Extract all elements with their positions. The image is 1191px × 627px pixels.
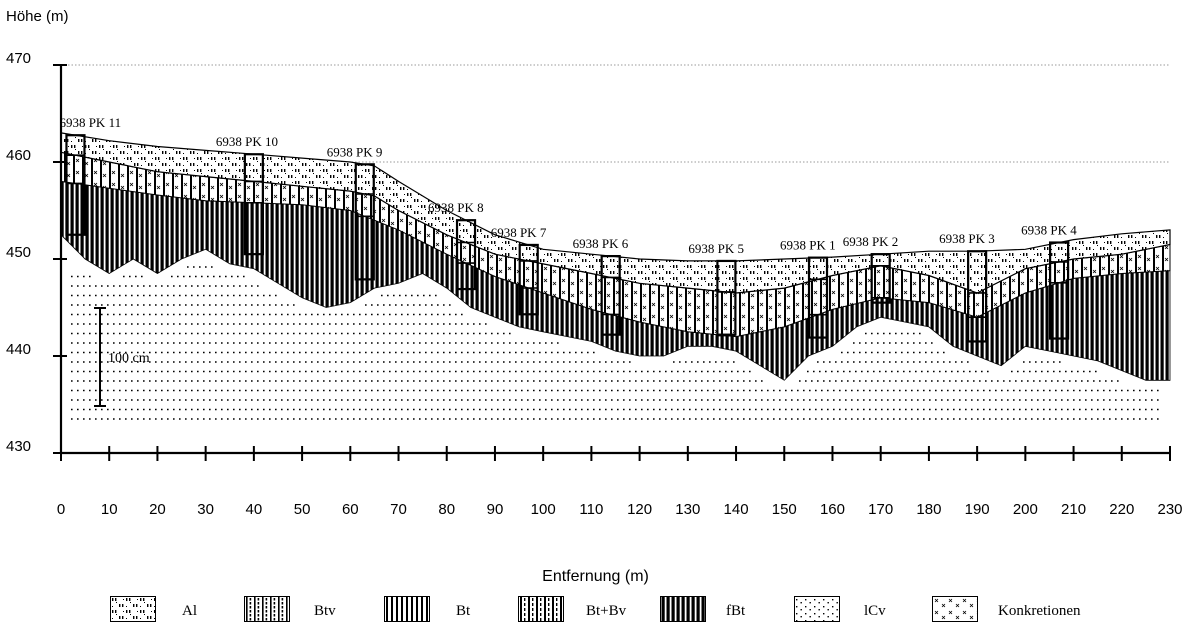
profile-box bbox=[716, 259, 737, 336]
legend-label-fbt: fBt bbox=[726, 603, 746, 619]
profile-labels: 6938 PK 11 6938 PK 10 6938 PK 9 6938 PK 8 69… bbox=[59, 115, 1077, 256]
profile-label: 6938 PK 5 bbox=[688, 241, 744, 256]
profile-label: 6938 PK 8 bbox=[428, 200, 484, 215]
profile-label: 6938 PK 2 bbox=[843, 234, 899, 249]
y-tick-label: 460 bbox=[6, 147, 31, 164]
profile-label: 6938 PK 9 bbox=[327, 144, 383, 159]
profile-label: 6938 PK 6 bbox=[573, 236, 629, 251]
x-tick-label: 50 bbox=[294, 501, 311, 518]
x-tick-label: 220 bbox=[1109, 501, 1134, 518]
profile-box bbox=[518, 243, 539, 316]
soil-profile-diagram: 470 460 450 440 430 0 10 20 30 40 50 60 70 80 90 100 110… bbox=[6, 50, 1183, 518]
x-tick-label: 210 bbox=[1061, 501, 1086, 518]
layer-al bbox=[60, 132, 1171, 294]
lcv-substrate bbox=[71, 266, 1159, 420]
profile-label: 6938 PK 3 bbox=[939, 231, 995, 246]
legend-swatch-btbv bbox=[518, 596, 564, 622]
x-tick-label: 160 bbox=[820, 501, 845, 518]
x-tick-label: 150 bbox=[772, 501, 797, 518]
y-tick-label: 430 bbox=[6, 438, 31, 455]
x-tick-label: 130 bbox=[675, 501, 700, 518]
x-tick-label: 40 bbox=[246, 501, 263, 518]
legend-label-al: Al bbox=[182, 603, 197, 619]
x-tick-label: 180 bbox=[916, 501, 941, 518]
profile-box bbox=[807, 256, 829, 339]
x-tick-label: 80 bbox=[438, 501, 455, 518]
x-tick-label: 10 bbox=[101, 501, 118, 518]
x-tick-label: 230 bbox=[1157, 501, 1182, 518]
x-tick-label: 190 bbox=[965, 501, 990, 518]
profile-box bbox=[967, 250, 988, 343]
profile-label: 6938 PK 10 bbox=[216, 134, 278, 149]
x-tick-label: 90 bbox=[487, 501, 504, 518]
legend-swatch-konkretionen bbox=[932, 596, 978, 622]
x-tick-label: 0 bbox=[57, 501, 65, 518]
x-tick-label: 30 bbox=[197, 501, 214, 518]
x-tick-label: 120 bbox=[627, 501, 652, 518]
scale-bar: 100 cm bbox=[94, 307, 150, 407]
legend-swatch-fbt bbox=[660, 596, 706, 622]
x-tick-label: 140 bbox=[724, 501, 749, 518]
profile-label: 6938 PK 4 bbox=[1021, 223, 1077, 238]
legend-label-btv: Btv bbox=[314, 603, 336, 619]
profile-label: 6938 PK 1 bbox=[780, 238, 836, 253]
profile-box bbox=[1048, 241, 1070, 340]
x-axis-title: Entfernung (m) bbox=[542, 568, 649, 585]
profile-box bbox=[354, 163, 375, 281]
scale-bar-label: 100 cm bbox=[108, 351, 150, 366]
soil-layers bbox=[60, 132, 1171, 381]
x-tick-label: 60 bbox=[342, 501, 359, 518]
gridlines bbox=[61, 64, 1170, 163]
axes: 470 460 450 440 430 0 10 20 30 40 50 60 70 80 90 100 110… bbox=[6, 50, 1183, 518]
legend: Al Btv Bt Bt+Bv fBt lCv Konkretionen bbox=[0, 595, 1191, 627]
x-tick-label: 200 bbox=[1013, 501, 1038, 518]
profile-box bbox=[870, 253, 891, 304]
profile-box bbox=[65, 134, 86, 236]
y-tick-label: 450 bbox=[6, 244, 31, 261]
legend-label-lcv: lCv bbox=[864, 603, 886, 619]
legend-swatch-btv bbox=[244, 596, 290, 622]
x-tick-label: 100 bbox=[531, 501, 556, 518]
profile-boxes bbox=[65, 134, 1070, 343]
legend-swatch-al bbox=[110, 596, 156, 622]
y-tick-label: 440 bbox=[6, 341, 31, 358]
x-tick-label: 20 bbox=[149, 501, 166, 518]
y-axis-title: Höhe (m) bbox=[6, 8, 69, 25]
x-tick-label: 70 bbox=[390, 501, 407, 518]
legend-label-konkretionen: Konkretionen bbox=[998, 603, 1081, 619]
profile-label: 6938 PK 11 bbox=[59, 115, 121, 130]
legend-label-btbv: Bt+Bv bbox=[586, 603, 627, 619]
legend-swatch-bt bbox=[384, 596, 430, 622]
y-tick-label: 470 bbox=[6, 50, 31, 67]
profile-label: 6938 PK 7 bbox=[491, 225, 547, 240]
legend-label-bt: Bt bbox=[456, 603, 471, 619]
legend-swatch-lcv bbox=[794, 596, 840, 622]
profile-box bbox=[600, 254, 621, 336]
profile-box bbox=[243, 153, 264, 256]
x-tick-label: 170 bbox=[868, 501, 893, 518]
x-tick-label: 110 bbox=[579, 501, 603, 518]
profile-box bbox=[455, 219, 477, 291]
